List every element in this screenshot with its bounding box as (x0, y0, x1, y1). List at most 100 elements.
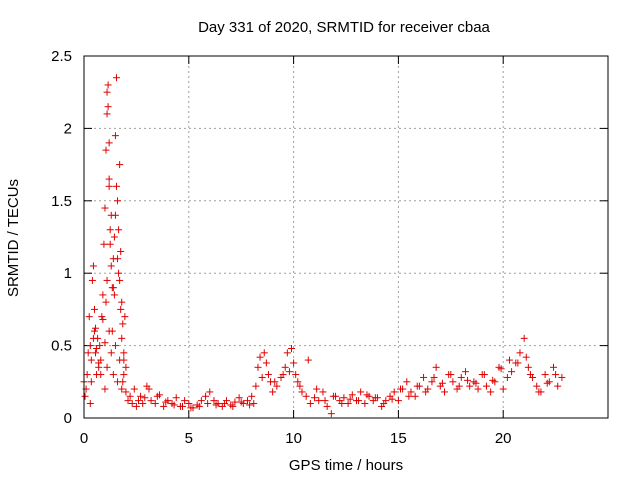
data-point (260, 349, 268, 357)
data-point (554, 382, 562, 390)
data-point (552, 371, 560, 379)
data-point (405, 392, 413, 400)
data-point (145, 385, 153, 393)
data-point (103, 276, 111, 284)
data-point (96, 342, 104, 350)
data-point (489, 376, 497, 384)
data-point (329, 392, 337, 400)
y-tick-label: 1 (64, 265, 72, 282)
data-point (117, 305, 125, 313)
data-point (281, 363, 289, 371)
data-point (248, 392, 256, 400)
data-point (101, 385, 109, 393)
data-point (153, 392, 161, 400)
grid-lines (84, 56, 608, 418)
data-point (87, 378, 95, 386)
y-tick-label: 1.5 (51, 193, 72, 210)
data-point (311, 394, 319, 402)
data-point (100, 240, 108, 248)
data-point (95, 359, 103, 367)
data-point (296, 382, 304, 390)
data-point (243, 397, 251, 405)
data-point (231, 398, 239, 406)
data-point (114, 378, 122, 386)
data-point (107, 262, 115, 270)
data-point (466, 382, 474, 390)
data-point (526, 371, 534, 379)
data-point (422, 388, 430, 396)
data-point (269, 388, 277, 396)
data-point (118, 385, 126, 393)
data-point (396, 385, 404, 393)
data-point (472, 379, 480, 387)
x-axis-title: GPS time / hours (289, 457, 403, 474)
data-point (524, 363, 532, 371)
data-point (508, 368, 516, 376)
data-point (128, 400, 136, 408)
data-point (103, 363, 111, 371)
data-point (151, 400, 159, 408)
data-point (101, 204, 109, 212)
data-point (290, 359, 298, 367)
data-point (250, 400, 258, 408)
data-point (109, 371, 117, 379)
y-tick-label: 0.5 (51, 338, 72, 355)
data-point (474, 385, 482, 393)
data-point (105, 139, 113, 147)
data-point (114, 255, 122, 263)
data-point (258, 373, 266, 381)
data-point (533, 382, 541, 390)
data-point (235, 394, 243, 402)
data-point (430, 373, 438, 381)
data-point (132, 402, 140, 410)
data-point (503, 373, 511, 381)
data-point (210, 397, 218, 405)
data-point (116, 161, 124, 169)
data-point (449, 378, 457, 386)
data-point (103, 110, 111, 118)
data-point (346, 395, 354, 403)
data-point (482, 382, 490, 390)
data-point (109, 284, 117, 292)
data-point (84, 349, 92, 357)
data-point (355, 397, 363, 405)
data-point (202, 392, 210, 400)
data-point (394, 397, 402, 405)
data-point (160, 402, 168, 410)
data-point (147, 397, 155, 405)
data-point (306, 400, 314, 408)
data-point (340, 394, 348, 402)
data-point (122, 388, 130, 396)
data-point (86, 400, 94, 408)
data-point (187, 404, 195, 412)
data-point (137, 392, 145, 400)
data-point (120, 371, 128, 379)
data-point (413, 382, 421, 390)
data-point (319, 388, 327, 396)
data-point (363, 391, 371, 399)
data-point (118, 298, 126, 306)
data-point (558, 373, 566, 381)
data-point (254, 363, 262, 371)
y-tick-label: 0 (64, 410, 72, 427)
data-point (441, 388, 449, 396)
data-point (411, 392, 419, 400)
data-point (197, 397, 205, 405)
data-point (522, 353, 530, 361)
data-point (110, 291, 118, 299)
data-point (185, 400, 193, 408)
data-point (116, 276, 124, 284)
data-point (117, 247, 125, 255)
data-point (550, 363, 558, 371)
y-axis-title: SRMTID / TECUs (5, 179, 22, 297)
data-point (101, 339, 109, 347)
data-point (112, 182, 120, 190)
data-point (204, 400, 212, 408)
data-point (83, 371, 91, 379)
data-point (229, 402, 237, 410)
data-point (120, 349, 128, 357)
data-point (246, 401, 254, 409)
data-point (338, 400, 346, 408)
data-point (361, 400, 369, 408)
